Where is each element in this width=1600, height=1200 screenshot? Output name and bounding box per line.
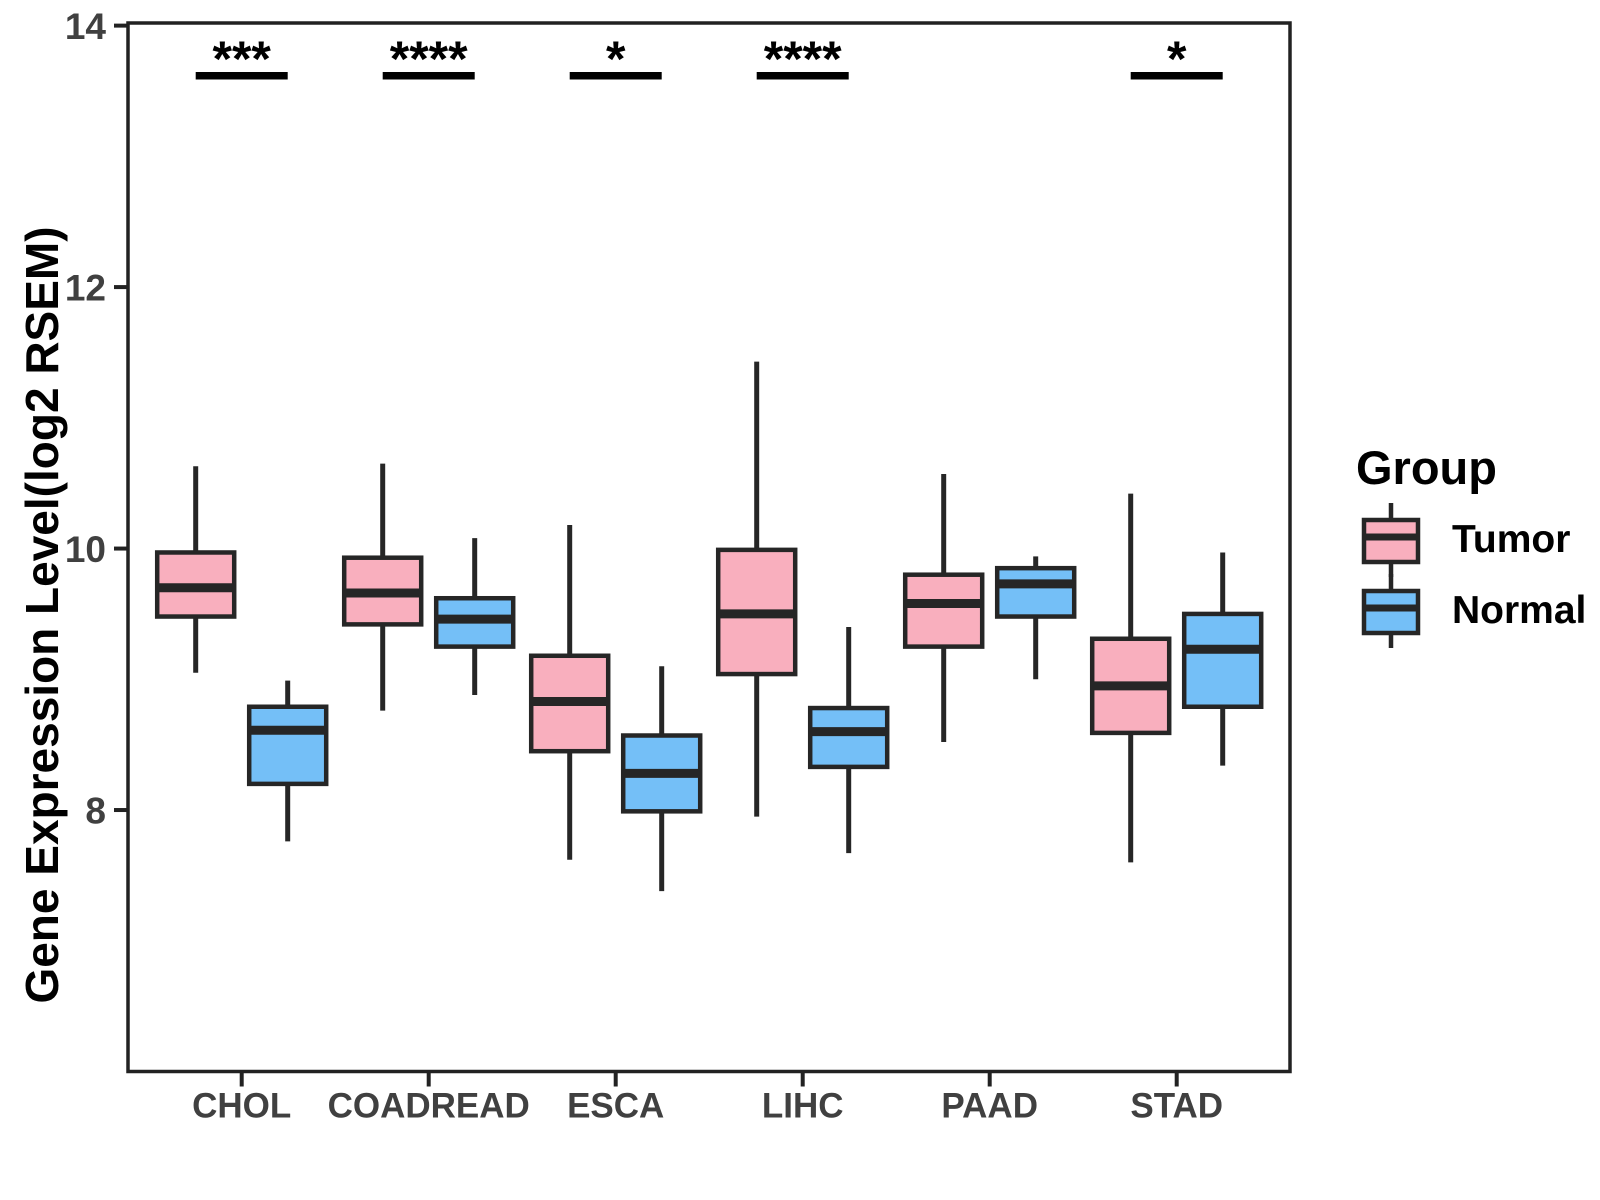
significance-bar-lihc [756, 72, 849, 80]
y-tick-label: 14 [65, 6, 107, 47]
x-tick-label-lihc: LIHC [762, 1087, 844, 1126]
box-normal-paad [994, 565, 1077, 619]
x-tick-label-stad: STAD [1130, 1087, 1223, 1126]
significance-stars-stad: * [1167, 31, 1187, 87]
box-normal-chol [246, 704, 329, 787]
box-normal-lihc [807, 705, 890, 770]
legend-label-normal: Normal [1452, 589, 1587, 632]
legend-entry-tumor: Tumor [1360, 500, 1570, 580]
x-tick-label-coadread: COADREAD [328, 1087, 530, 1126]
y-tick-label: 8 [85, 790, 106, 831]
y-tick-label: 10 [65, 529, 106, 570]
significance-bar-esca [569, 72, 662, 80]
box-normal-stad [1181, 611, 1264, 709]
legend-entry-normal: Normal [1360, 571, 1586, 651]
legend: Group Tumor Normal [1356, 440, 1596, 648]
significance-bar-stad [1130, 72, 1223, 80]
x-tick-label-paad: PAAD [941, 1087, 1038, 1126]
significance-stars-esca: * [606, 31, 626, 87]
legend-label-tumor: Tumor [1452, 518, 1571, 561]
plot-panel-border [126, 21, 1292, 1074]
y-axis-title: Gene Expression Level(log2 RSEM) [16, 226, 68, 1004]
normal-boxplot-key-icon [1361, 574, 1421, 648]
legend-title: Group [1356, 441, 1497, 494]
y-tick-label: 12 [65, 267, 106, 308]
significance-bar-chol [195, 72, 288, 80]
box-tumor-paad [902, 572, 985, 649]
significance-stars-chol: *** [213, 31, 272, 87]
significance-bar-coadread [382, 72, 475, 80]
tumor-boxplot-key-icon [1361, 503, 1421, 577]
significance-stars-lihc: **** [764, 31, 842, 87]
x-tick-label-esca: ESCA [567, 1087, 664, 1126]
x-tick-label-chol: CHOL [192, 1087, 291, 1126]
significance-stars-coadread: **** [390, 31, 468, 87]
